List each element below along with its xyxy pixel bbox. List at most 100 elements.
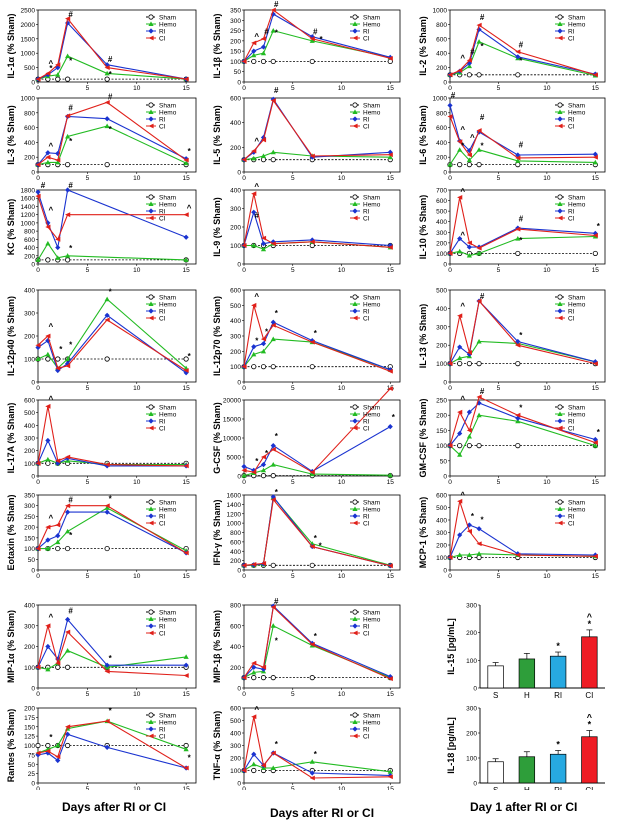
legend-marker-hemo — [557, 506, 563, 511]
data-point-hemo — [104, 123, 110, 129]
y-tick-label: 300 — [436, 324, 447, 331]
axis-ylabel: G-CSF (% Sham) — [212, 402, 222, 474]
legend-marker-hemo — [148, 301, 154, 306]
legend-label-hemo: Hemo — [363, 616, 381, 623]
data-point-ri — [251, 48, 257, 54]
legend-marker-hemo — [352, 201, 358, 206]
plot-frame — [37, 494, 197, 571]
y-tick-label: 250 — [24, 514, 35, 521]
series-line-hemo — [37, 242, 187, 261]
legend-label-ri: RI — [363, 208, 370, 215]
data-point-sham — [251, 364, 257, 370]
data-point-hemo — [466, 552, 472, 557]
category-label: RI — [554, 691, 562, 700]
legend-marker-sham — [557, 499, 563, 505]
category-label: S — [493, 691, 498, 700]
legend-marker-sham — [148, 404, 154, 410]
data-point-ri — [65, 187, 71, 193]
legend-label-ri: RI — [568, 208, 575, 215]
data-point-ci — [447, 72, 453, 78]
significance-marker: * — [597, 428, 601, 437]
significance-marker: # — [519, 215, 524, 224]
y-tick-label: 20000 — [223, 398, 241, 405]
legend-label-ri: RI — [159, 418, 166, 425]
series-line-ri — [449, 402, 596, 446]
data-point-ci — [55, 522, 61, 528]
significance-marker: * — [69, 531, 73, 540]
legend-marker-sham — [352, 499, 358, 505]
data-point-ci — [241, 364, 247, 370]
data-point-sham — [183, 356, 189, 362]
series-line-ci — [449, 24, 596, 76]
data-point-hemo — [251, 351, 257, 357]
significance-marker: * — [188, 352, 192, 361]
y-tick-label: 400 — [24, 423, 35, 430]
y-tick-label: 400 — [436, 518, 447, 525]
data-point-sham — [457, 162, 463, 168]
legend-marker-sham — [557, 194, 563, 200]
data-point-sham — [65, 742, 71, 749]
y-tick-label: 1000 — [227, 521, 242, 528]
axis-ylabel: IL-12p40 (% Sham) — [6, 296, 16, 376]
data-point-ri — [260, 341, 267, 347]
data-point-hemo — [55, 159, 61, 165]
legend-label-ci: CI — [159, 630, 166, 637]
x-tick-label: 15 — [592, 267, 600, 274]
data-point-hemo — [183, 257, 189, 262]
legend-label-ci: CI — [363, 123, 370, 130]
data-point-ci — [466, 240, 472, 246]
y-tick-label: 600 — [24, 398, 35, 405]
series-line-ri — [243, 210, 391, 247]
legend-label-ci: CI — [363, 35, 370, 42]
significance-marker: * — [275, 740, 279, 749]
legend-marker-ri — [557, 208, 563, 214]
data-point-ci — [241, 467, 247, 473]
y-tick-label: 0 — [473, 686, 477, 693]
significance-marker: * — [109, 494, 113, 503]
legend-marker-sham — [352, 14, 358, 20]
legend-label-ci: CI — [568, 35, 575, 42]
y-tick-label: 5000 — [227, 455, 242, 462]
significance-marker: * — [320, 35, 324, 44]
series-line-ci — [37, 101, 187, 166]
data-point-ci — [251, 302, 257, 308]
data-point-ci — [447, 443, 453, 448]
y-tick-label: 400 — [230, 549, 241, 556]
legend-marker-ri — [557, 418, 563, 424]
data-point-hemo — [270, 462, 276, 467]
x-tick-label: 0 — [448, 479, 452, 486]
x-tick-label: 5 — [497, 85, 501, 92]
data-point-ci — [104, 462, 110, 467]
series-line-ri — [449, 227, 596, 254]
legend-label-sham: Sham — [363, 712, 380, 719]
x-tick-label: 0 — [242, 479, 246, 486]
chart-panel-16: Eotaxin (% Sham) 0 50 100 150 200 250 300 350 0 5 1… — [6, 493, 197, 580]
significance-marker: # — [68, 496, 73, 505]
legend-marker-sham — [148, 499, 154, 505]
significance-marker: * — [69, 137, 73, 146]
bar-ri — [549, 655, 567, 689]
x-tick-label: 5 — [86, 573, 90, 580]
data-point-ci — [65, 363, 71, 369]
significance-marker: # — [480, 113, 485, 122]
data-point-ci — [309, 469, 315, 475]
legend-marker-hemo — [352, 616, 358, 621]
legend-marker-sham — [557, 404, 563, 410]
series-line-ri — [243, 13, 391, 62]
data-point-ri — [104, 116, 110, 122]
data-point-ri — [309, 770, 315, 776]
significance-marker: * — [314, 632, 318, 641]
data-point-hemo — [270, 27, 276, 33]
y-tick-label: 200 — [436, 543, 447, 550]
y-tick-label: 1000 — [21, 220, 36, 227]
y-tick-label: 350 — [230, 8, 241, 15]
y-tick-label: 50 — [234, 69, 242, 76]
significance-marker: # — [68, 181, 73, 190]
y-tick-label: 0 — [443, 474, 447, 481]
data-point-sham — [45, 460, 51, 466]
legend-marker-ci — [352, 315, 358, 321]
legend-label-ci: CI — [363, 630, 370, 637]
axis-ylabel: IL-18 [pg/mL] — [446, 717, 456, 774]
